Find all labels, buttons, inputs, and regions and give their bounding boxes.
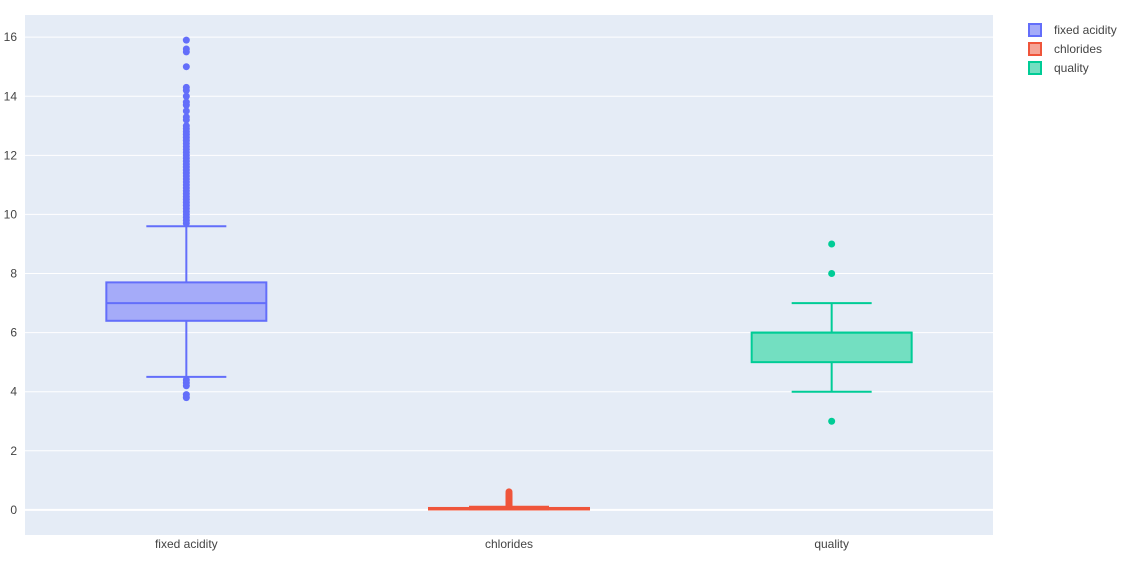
- outlier-point: [182, 113, 190, 121]
- outlier-point: [182, 83, 190, 91]
- legend-label: fixed acidity: [1054, 23, 1117, 37]
- y-tick-labels: 0 2 4 6 8 10 12 14 16: [4, 30, 18, 517]
- outlier-point: [182, 63, 190, 71]
- outlier-point: [828, 417, 836, 425]
- outlier-point: [182, 92, 190, 100]
- box-trace-fixed-acidity: [105, 36, 268, 402]
- iqr-box: [750, 331, 913, 364]
- y-tick-label: 10: [4, 207, 18, 221]
- legend-swatch: [1028, 61, 1042, 75]
- outlier-point: [828, 240, 836, 248]
- legend-swatch: [1028, 42, 1042, 56]
- x-tick-label: chlorides: [485, 537, 533, 551]
- outlier-point: [182, 45, 190, 53]
- box-trace-quality: [750, 240, 913, 425]
- legend-item-quality: quality: [1028, 61, 1089, 75]
- outlier-point: [182, 36, 190, 44]
- iqr-box: [105, 281, 268, 322]
- legend: fixed acidity chlorides quality: [1028, 23, 1117, 75]
- y-tick-label: 14: [4, 89, 18, 103]
- outlier-point: [182, 107, 190, 115]
- y-tick-label: 8: [10, 267, 17, 281]
- legend-item-chlorides: chlorides: [1028, 42, 1102, 56]
- box-traces: [105, 36, 913, 511]
- legend-item-fixed-acidity: fixed acidity: [1028, 23, 1117, 37]
- x-tick-labels: fixed acidity chlorides quality: [155, 537, 849, 551]
- y-tick-label: 16: [4, 30, 18, 44]
- legend-label: chlorides: [1054, 42, 1102, 56]
- legend-label: quality: [1054, 61, 1089, 75]
- y-tick-label: 4: [10, 385, 17, 399]
- outlier-point: [182, 98, 190, 106]
- outlier-point: [182, 391, 190, 399]
- outlier-point: [182, 376, 190, 384]
- legend-swatch: [1028, 23, 1042, 37]
- y-tick-label: 6: [10, 326, 17, 340]
- x-tick-label: quality: [814, 537, 849, 551]
- box-trace-chlorides: [428, 488, 590, 511]
- plot-background: [25, 15, 993, 535]
- outlier-point: [505, 488, 513, 496]
- outlier-point: [828, 270, 836, 278]
- y-tick-label: 2: [10, 444, 17, 458]
- y-tick-label: 12: [4, 148, 18, 162]
- y-tick-label: 0: [10, 503, 17, 517]
- outlier-point: [182, 122, 190, 130]
- x-tick-label: fixed acidity: [155, 537, 218, 551]
